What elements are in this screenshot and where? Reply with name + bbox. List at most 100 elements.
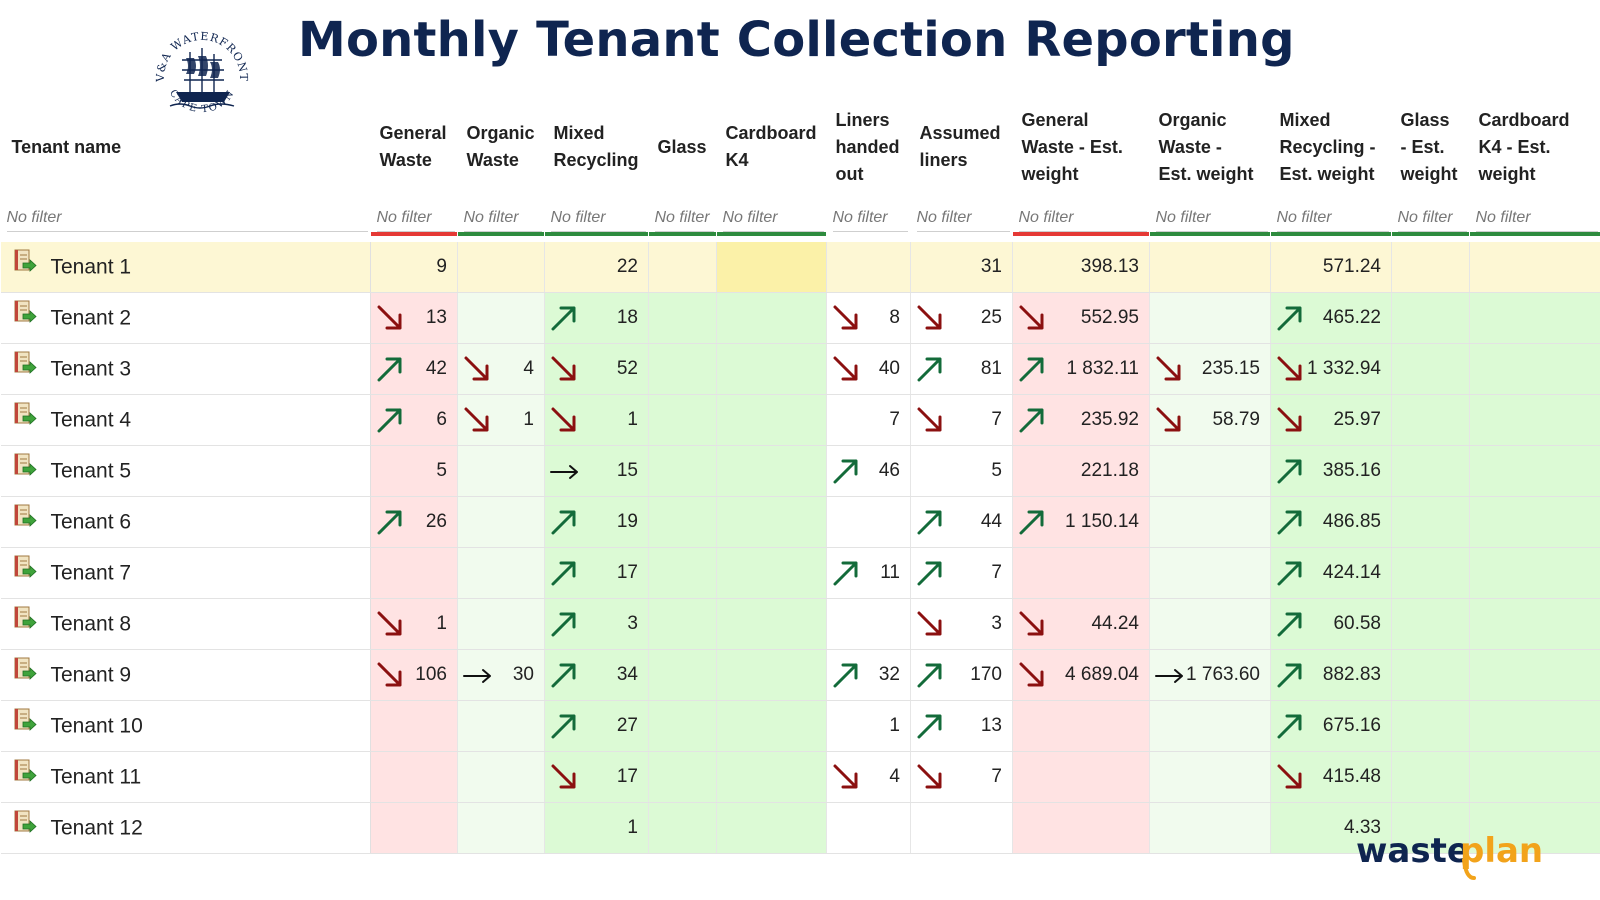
filter-input-gl[interactable] xyxy=(654,209,714,232)
tenant-record-icon[interactable] xyxy=(13,351,37,375)
cell-value: 385.16 xyxy=(1322,460,1381,481)
tenant-record-icon[interactable] xyxy=(13,657,37,681)
tenant-name-cell[interactable]: Tenant 12 xyxy=(0,802,371,854)
cell-gl xyxy=(648,445,717,497)
tenant-name-cell[interactable]: Tenant 7 xyxy=(0,547,371,599)
tenant-record-icon[interactable] xyxy=(13,759,37,783)
column-header-label: Tenant name xyxy=(11,136,122,157)
svg-text:plan: plan xyxy=(1460,831,1543,871)
table-row[interactable]: Tenant 8 1 3 3 44.24 60.58 xyxy=(0,598,1600,650)
cell-mr: 22 xyxy=(544,242,649,293)
column-header-mre[interactable]: Mixed Recycling - Est. weight xyxy=(1271,88,1392,206)
cell-lh: 46 xyxy=(826,445,911,497)
tenant-name-cell[interactable]: Tenant 10 xyxy=(0,700,371,752)
trend-up-arrow-icon xyxy=(1277,714,1302,739)
column-header-gle[interactable]: Glass - Est. weight xyxy=(1392,88,1470,206)
filter-input-gwe[interactable] xyxy=(1018,209,1147,232)
cell-ow: 4 xyxy=(457,343,545,395)
filter-input-mre[interactable] xyxy=(1276,209,1389,232)
filter-input-k4[interactable] xyxy=(722,209,824,232)
cell-value: 13 xyxy=(425,307,447,328)
column-group-bar xyxy=(370,232,458,236)
cell-value: 46 xyxy=(878,460,900,481)
tenant-record-icon[interactable] xyxy=(13,504,37,528)
tenant-name-cell[interactable]: Tenant 9 xyxy=(0,649,371,701)
tenant-name-cell[interactable]: Tenant 2 xyxy=(0,292,371,344)
cell-gl xyxy=(648,547,717,599)
filter-input-name[interactable] xyxy=(6,209,368,232)
cell-value: 7 xyxy=(991,766,1002,787)
filter-input-lh[interactable] xyxy=(832,209,908,232)
trend-up-arrow-icon xyxy=(833,561,858,586)
column-header-k4[interactable]: Cardboard K4 xyxy=(717,88,827,206)
table-row[interactable]: Tenant 3 42 4 52 40 81 1 832.11 235.15 1 332.94 xyxy=(0,343,1600,395)
trend-down-arrow-icon xyxy=(551,764,576,789)
cell-value: 1 763.60 xyxy=(1186,664,1260,685)
column-header-lh[interactable]: Liners handed out xyxy=(827,88,911,206)
tenant-record-icon[interactable] xyxy=(13,606,37,630)
cell-value: 42 xyxy=(425,358,447,379)
trend-up-arrow-icon xyxy=(551,714,576,739)
table-row[interactable]: Tenant 7 17 11 7 424.14 xyxy=(0,547,1600,599)
filter-input-gw[interactable] xyxy=(376,209,455,232)
cell-value: 221.18 xyxy=(1080,460,1139,481)
column-header-name[interactable]: Tenant name xyxy=(1,88,371,206)
tenant-record-icon[interactable] xyxy=(13,708,37,732)
table-row[interactable]: Tenant 12 1 4.33 xyxy=(0,802,1600,854)
column-group-bar xyxy=(716,232,827,236)
table-row[interactable]: Tenant 5 5 15 46 5 221.18 385.16 xyxy=(0,445,1600,497)
tenant-name-cell[interactable]: Tenant 6 xyxy=(0,496,371,548)
column-header-ow[interactable]: Organic Waste xyxy=(458,88,545,206)
column-header-gwe[interactable]: General Waste - Est. weight xyxy=(1013,88,1150,206)
tenant-name-cell[interactable]: Tenant 11 xyxy=(0,751,371,803)
table-row[interactable]: Tenant 6 26 19 44 1 150.14 486.85 xyxy=(0,496,1600,548)
tenant-name-cell[interactable]: Tenant 8 xyxy=(0,598,371,650)
tenant-record-icon[interactable] xyxy=(13,249,37,273)
trend-down-arrow-icon xyxy=(1277,356,1302,381)
cell-mr: 3 xyxy=(544,598,649,650)
filter-input-owe[interactable] xyxy=(1155,209,1268,232)
trend-up-arrow-icon xyxy=(917,357,942,382)
filter-input-gle[interactable] xyxy=(1397,209,1467,232)
table-row[interactable]: Tenant 9 106 30 34 32 170 4 689.04 1 763.60 882.… xyxy=(0,649,1600,701)
column-header-owe[interactable]: Organic Waste - Est. weight xyxy=(1150,88,1271,206)
filter-input-ow[interactable] xyxy=(463,209,542,232)
column-header-k4e[interactable]: Cardboard K4 - Est. weight xyxy=(1470,88,1600,206)
column-header-gw[interactable]: General Waste xyxy=(371,88,458,206)
table-row[interactable]: Tenant 4 6 1 1 7 7 235.92 58.79 25.97 xyxy=(0,394,1600,446)
column-header-al[interactable]: Assumed liners xyxy=(911,88,1013,206)
cell-gw xyxy=(370,751,458,803)
tenant-record-icon[interactable] xyxy=(13,300,37,324)
column-header-label: weight xyxy=(1478,163,1536,184)
column-header-label: Waste xyxy=(379,150,432,170)
column-header-mr[interactable]: Mixed Recycling xyxy=(545,88,649,206)
cell-gl xyxy=(648,751,717,803)
tenant-record-icon[interactable] xyxy=(13,810,37,834)
cell-gle xyxy=(1391,547,1470,599)
filter-input-k4e[interactable] xyxy=(1475,209,1598,232)
cell-value: 44 xyxy=(980,511,1002,532)
tenant-name: Tenant 10 xyxy=(50,714,143,738)
cell-lh xyxy=(826,598,911,650)
table-row[interactable]: Tenant 10 27 1 13 675.16 xyxy=(0,700,1600,752)
filter-input-mr[interactable] xyxy=(550,209,646,232)
tenant-name-cell[interactable]: Tenant 4 xyxy=(0,394,371,446)
cell-al: 170 xyxy=(910,649,1013,701)
tenant-name-cell[interactable]: Tenant 1 xyxy=(0,242,371,293)
tenant-record-icon[interactable] xyxy=(13,555,37,579)
filter-input-al[interactable] xyxy=(916,209,1010,232)
tenant-record-icon[interactable] xyxy=(13,453,37,477)
table-row[interactable]: Tenant 1 9 22 31 398.13 571.24 xyxy=(0,242,1600,293)
trend-up-arrow-icon xyxy=(377,510,402,535)
cell-value: 5 xyxy=(991,460,1002,481)
tenant-name: Tenant 11 xyxy=(50,765,142,789)
cell-owe xyxy=(1149,700,1271,752)
table-row[interactable]: Tenant 2 13 18 8 25 552.95 465.22 xyxy=(0,292,1600,344)
cell-gle xyxy=(1391,496,1470,548)
table-row[interactable]: Tenant 11 17 4 7 415.48 xyxy=(0,751,1600,803)
column-header-gl[interactable]: Glass xyxy=(649,88,717,206)
tenant-name-cell[interactable]: Tenant 3 xyxy=(0,343,371,395)
tenant-name-cell[interactable]: Tenant 5 xyxy=(0,445,371,497)
cell-mr: 15 xyxy=(544,445,649,497)
tenant-record-icon[interactable] xyxy=(13,402,37,426)
